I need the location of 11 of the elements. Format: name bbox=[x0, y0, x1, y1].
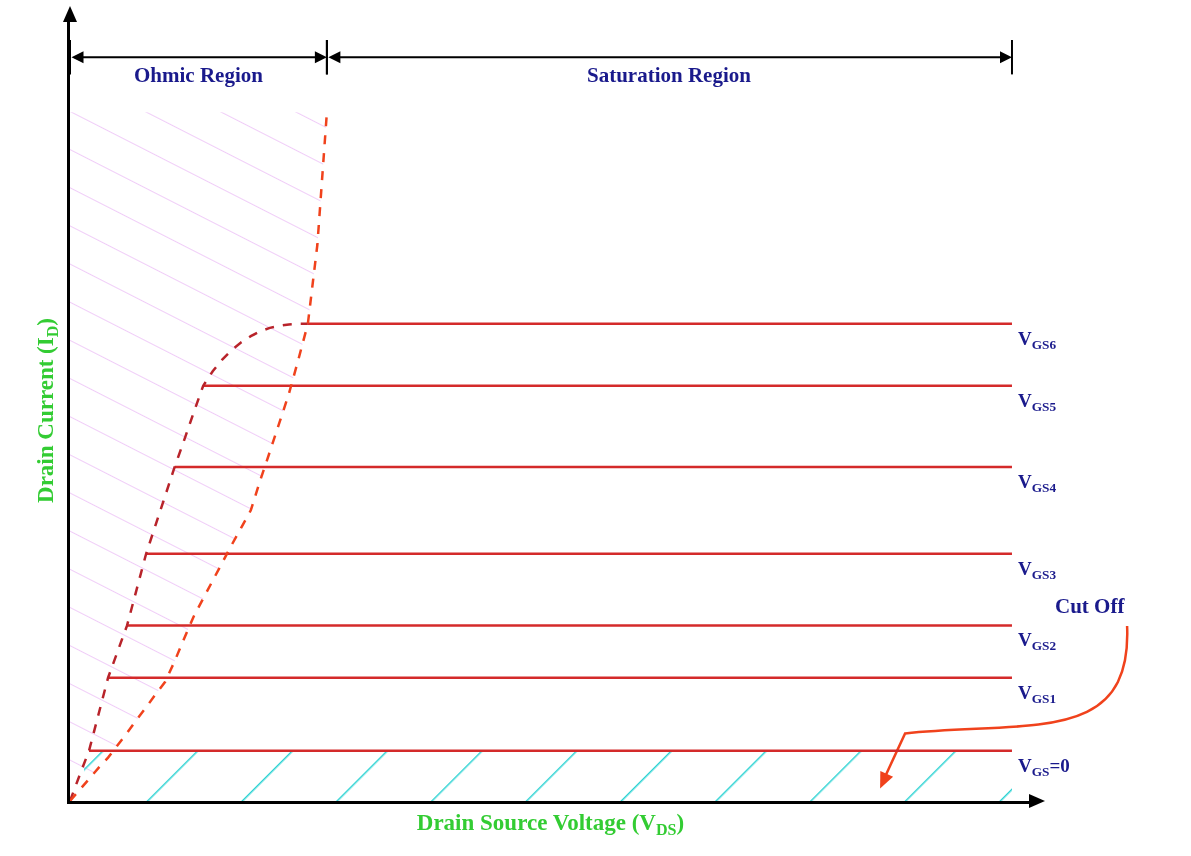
series-label: V$_{GS}$=0 bbox=[1018, 755, 1070, 779]
x-axis-title: Drain Source Voltage (V$_{DS}$) bbox=[416, 810, 685, 839]
series-label: V$_{GS2}$ bbox=[1018, 629, 1057, 653]
series-label: V$_{GS4}$ bbox=[1018, 471, 1057, 495]
series-label: V$_{GS6}$ bbox=[1018, 328, 1057, 352]
text: Ohmic Region bbox=[134, 63, 264, 87]
series-label: V$_{GS5}$ bbox=[1018, 390, 1057, 414]
series-label: V$_{GS1}$ bbox=[1018, 682, 1057, 706]
series-label: V$_{GS3}$ bbox=[1018, 558, 1057, 582]
text: Cut Off bbox=[1055, 594, 1126, 618]
text: Saturation Region bbox=[587, 63, 752, 87]
